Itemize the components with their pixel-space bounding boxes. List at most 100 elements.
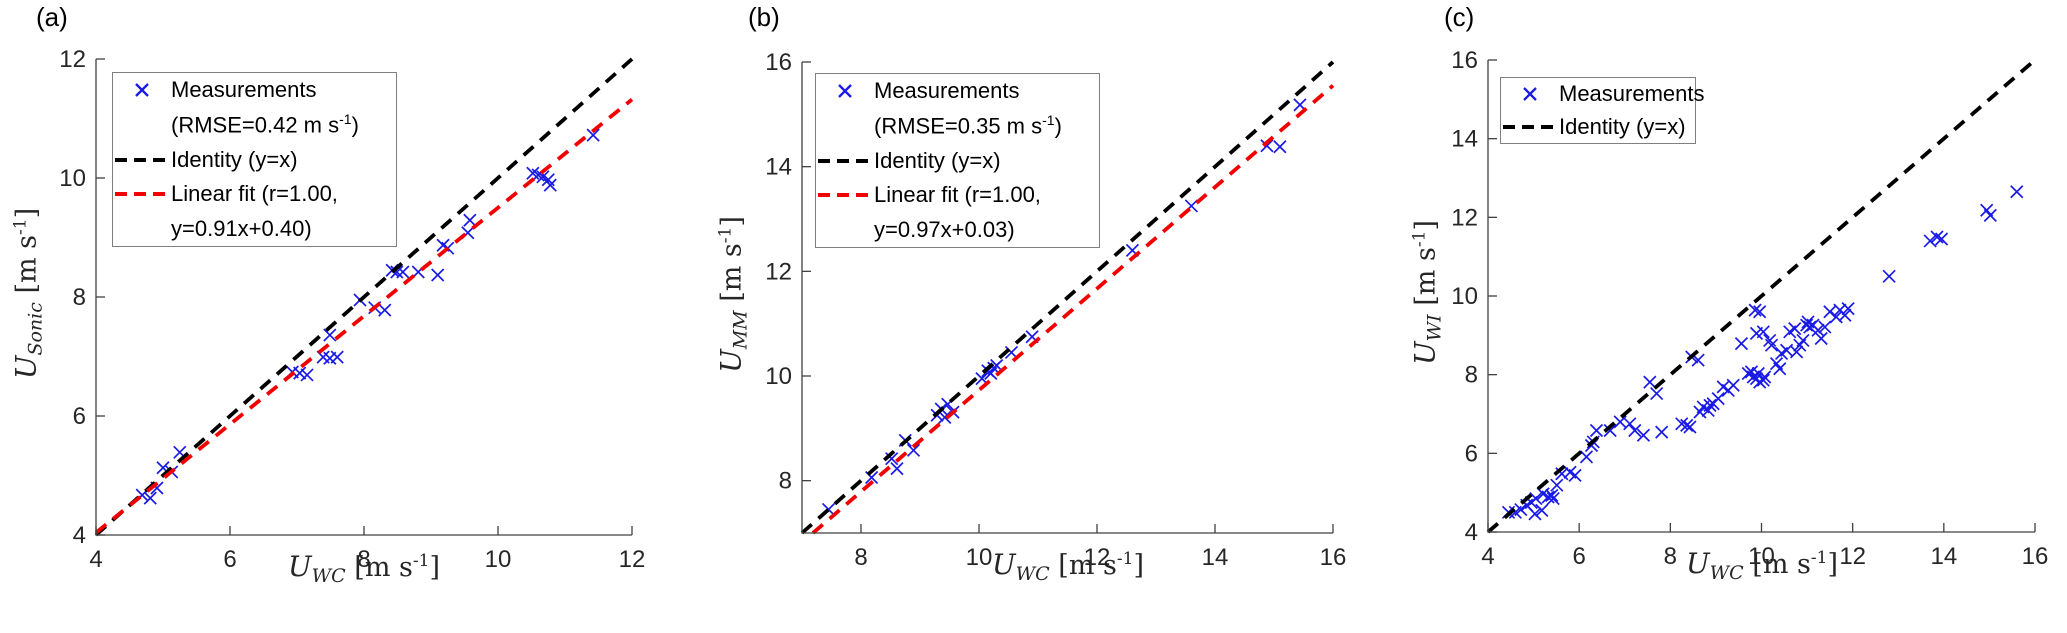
fit-line-sample-icon [113, 182, 171, 206]
axis-label-symbol: U [9, 355, 43, 380]
legend-label: (RMSE=0.35 m s-1) [874, 112, 1062, 139]
x-tick-label: 6 [1572, 543, 1585, 570]
data-point [1841, 301, 1855, 316]
axis-label-subscript: WI [1423, 314, 1446, 342]
x-tick-label: 8 [854, 544, 867, 571]
data-point [1546, 491, 1560, 506]
legend-row: Linear fit (r=1.00, [113, 177, 396, 212]
legend-label: Linear fit (r=1.00, [874, 182, 1041, 208]
data-point [1683, 420, 1697, 434]
data-point [1758, 370, 1772, 384]
panel-a: 4 6 8 10 12 4 6 8 10 12 (a) UWC [m s-1] USonic [m… [0, 0, 690, 633]
data-point [1930, 230, 1944, 244]
panel-tag: (a) [36, 2, 68, 32]
x-tick-label: 10 [1748, 543, 1775, 570]
y-tick-label: 12 [765, 258, 792, 285]
linear-fit-line [94, 97, 634, 535]
legend-row-continuation: (RMSE=0.35 m s-1) [816, 109, 1099, 144]
y-tick-label: 14 [1451, 126, 1478, 153]
data-point [1753, 305, 1767, 319]
data-point [1655, 425, 1669, 439]
data-point [300, 368, 314, 382]
axis-label-superscript: -1 [1409, 230, 1430, 248]
data-point [1923, 234, 1937, 248]
axis-label-unit: [m s [345, 552, 413, 583]
axis-label-subscript: Sonic [24, 302, 47, 356]
x-tick-label: 4 [89, 546, 102, 573]
superscript: -1 [339, 111, 352, 128]
x-tick-label: 8 [357, 546, 370, 573]
legend: Measurements (RMSE=0.42 m s-1) Identity (y… [112, 72, 397, 247]
x-axis-label: UWC [m s-1] [214, 550, 514, 587]
legend-label: Identity (y=x) [171, 146, 298, 172]
identity-line-sample-icon [1501, 115, 1559, 139]
y-axis-label: USonic [m s-1] [10, 144, 47, 444]
legend-label: Measurements [874, 78, 1020, 104]
identity-line [94, 57, 634, 537]
x-axis-label: UWC [m s-1] [1612, 547, 1912, 584]
axis-label-symbol: U [288, 550, 312, 583]
axis-label-subscript: MM [729, 310, 752, 350]
data-point [1882, 269, 1896, 283]
data-point [378, 303, 392, 317]
axis-label-superscript: -1 [10, 218, 31, 235]
data-point [1811, 323, 1825, 337]
linear-fit-line [811, 84, 1335, 535]
measurements-marker-icon [1501, 82, 1559, 106]
data-point [1628, 423, 1642, 438]
axis-label-symbol: U [1408, 341, 1442, 365]
plot-c: 4 6 8 10 12 14 16 4 6 8 10 12 14 16 [1451, 47, 2048, 570]
data-point [1711, 392, 1725, 406]
data-point [1934, 232, 1949, 246]
data-point [1643, 375, 1657, 389]
y-tick-label: 12 [1451, 204, 1478, 231]
data-point [1838, 308, 1852, 322]
axis-label-unit: ] [1827, 549, 1838, 580]
legend-label: y=0.91x+0.40) [171, 215, 312, 241]
data-point [1550, 478, 1564, 492]
identity-line [1486, 58, 2037, 534]
data-point [1800, 318, 1814, 332]
y-axis-label: UWI [m s-1] [1409, 143, 1446, 443]
legend-row-continuation: y=0.91x+0.40) [113, 211, 396, 246]
data-point [1756, 325, 1770, 339]
data-point [1983, 208, 1997, 222]
y-tick-label: 4 [73, 522, 86, 549]
data-point [1818, 320, 1832, 334]
data-point [1748, 303, 1762, 317]
data-point [1803, 320, 1817, 334]
y-tick-label: 8 [73, 284, 86, 311]
data-point [1796, 333, 1810, 348]
data-point [1541, 490, 1555, 504]
data-point [1260, 139, 1274, 153]
plot-b: 8 10 12 14 16 8 10 12 14 16 [765, 49, 1347, 571]
data-point [390, 265, 404, 279]
data-point [143, 491, 157, 505]
panel-b: 8 10 12 14 16 8 10 12 14 16 (b) UWC [m s-1] UMM [… [690, 0, 1380, 633]
axis-label-unit: ] [1410, 220, 1442, 231]
data-point [1789, 345, 1804, 359]
panel-c: 4 6 8 10 12 14 16 4 6 8 10 12 14 16 (c) UWC [m s-1] U… [1380, 0, 2067, 633]
x-axis-label: UWC [m s-1] [918, 548, 1218, 585]
data-point [1680, 418, 1694, 433]
y-tick-label: 16 [1451, 47, 1478, 74]
x-tick-label: 10 [485, 546, 512, 573]
data-point [1650, 386, 1664, 401]
axis-label-unit: [m s [1410, 247, 1442, 315]
data-point [1545, 488, 1559, 503]
superscript: -1 [1042, 112, 1055, 129]
legend-row: Identity (y=x) [816, 143, 1099, 178]
axis-label-subscript: WC [1709, 562, 1744, 584]
legend-row: Measurements [1501, 78, 1705, 111]
legend: Measurements (RMSE=0.35 m s-1) Identity (y… [815, 73, 1100, 248]
data-point [586, 128, 600, 142]
measurements-marker-icon [113, 78, 171, 102]
legend-row-continuation: (RMSE=0.42 m s-1) [113, 108, 396, 143]
axis-label-unit: ] [11, 207, 43, 219]
panel-tag: (b) [748, 2, 780, 32]
x-tick-label: 4 [1481, 543, 1494, 570]
x-tick-label: 16 [1320, 544, 1347, 571]
data-point [1734, 336, 1749, 351]
y-tick-label: 6 [1465, 440, 1478, 467]
